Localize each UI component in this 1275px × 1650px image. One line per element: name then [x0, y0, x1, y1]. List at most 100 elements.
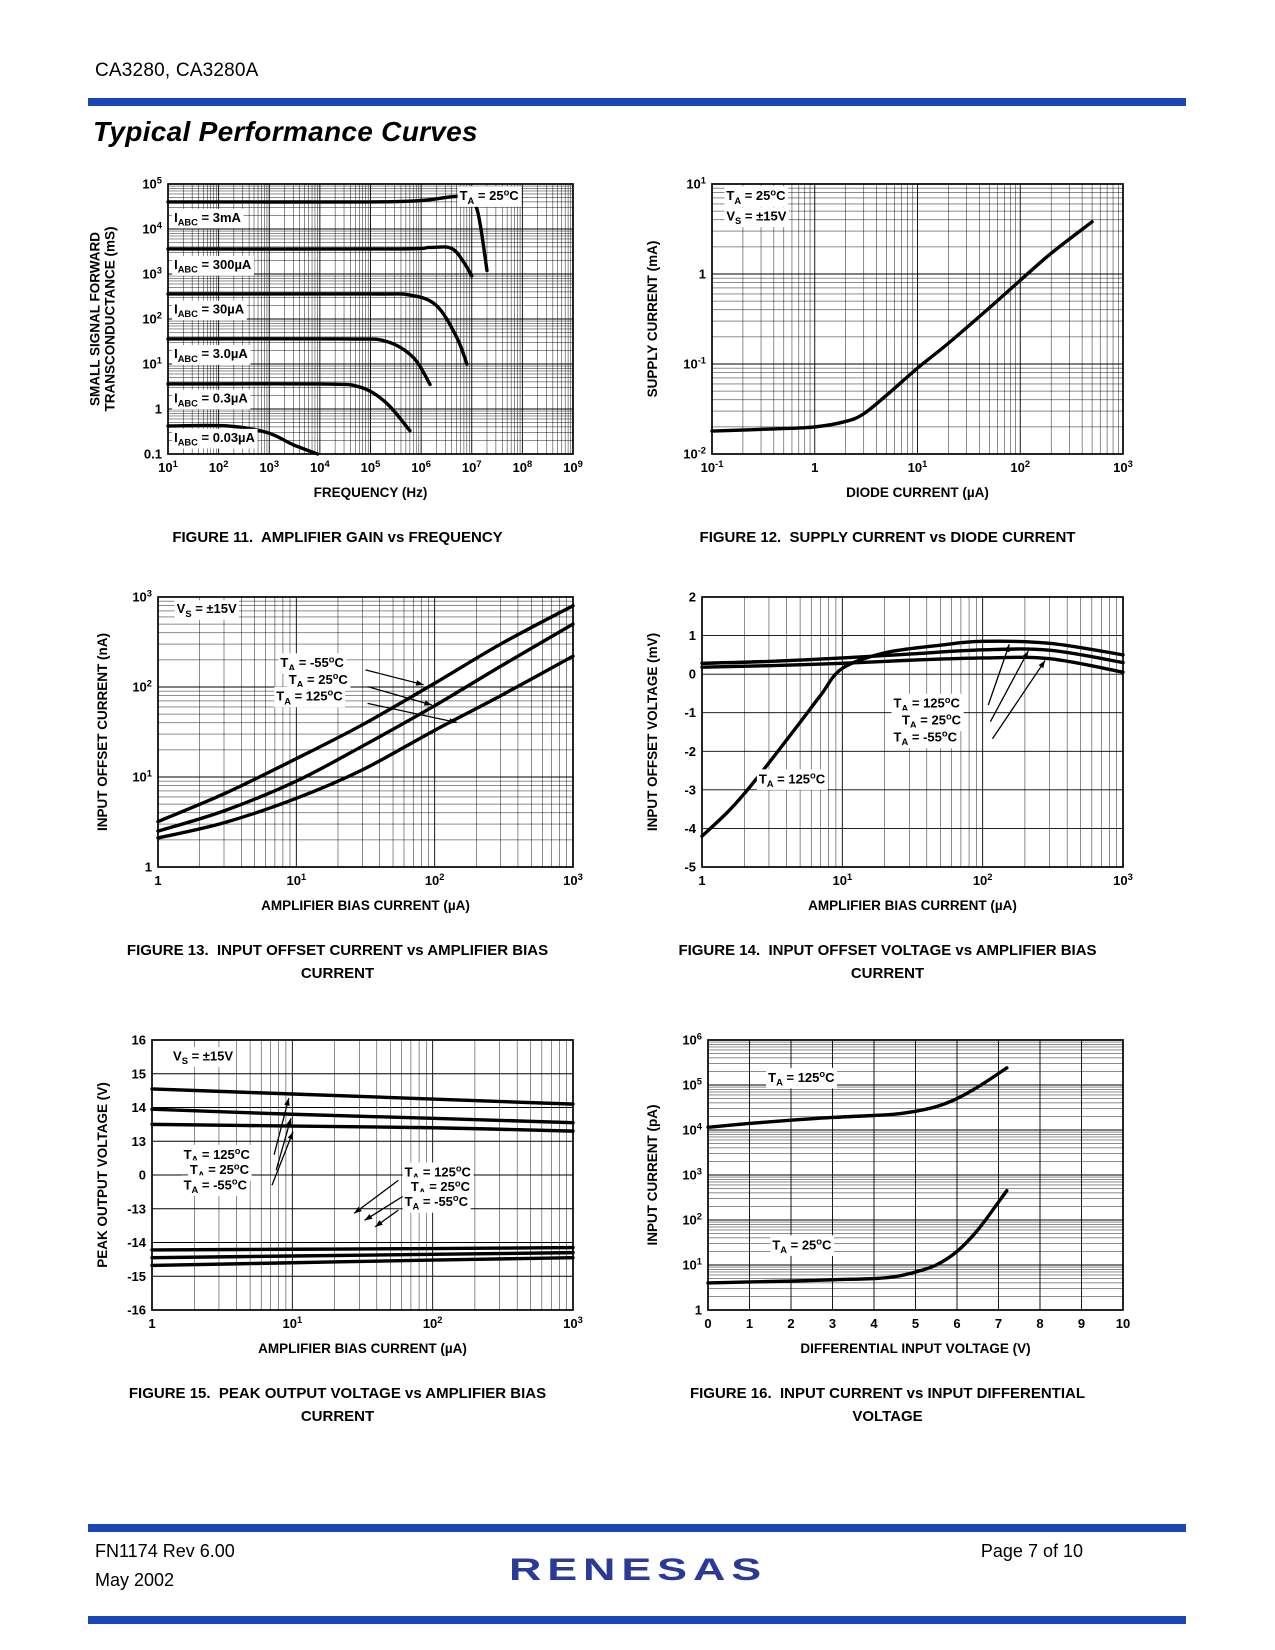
figure-12-caption: FIGURE 12. SUPPLY CURRENT vs DIODE CURRE… — [699, 529, 1076, 546]
svg-text:106: 106 — [411, 459, 431, 475]
svg-text:8: 8 — [1036, 1316, 1043, 1331]
svg-text:10-1: 10-1 — [683, 356, 706, 372]
figure-16-caption: FIGURE 16. INPUT CURRENT vs INPUT DIFFER… — [689, 1385, 1086, 1426]
svg-text:VS = ±15V: VS = ±15V — [173, 1048, 233, 1066]
figure-13: 1 101 102 103 103 102 101 1 AMPLIFIER BIAS CURRE… — [90, 585, 585, 986]
figure-11-plot: 101 102 103 104 105 106 107 108 109 105 104 103 102 1… — [90, 176, 583, 500]
svg-text:IABC = 3mA: IABC = 3mA — [174, 210, 241, 228]
figure-13-plot: 1 101 102 103 103 102 101 1 AMPLIFIER BIAS CURRE… — [95, 589, 583, 913]
doc-date: May 2002 — [95, 1570, 175, 1590]
svg-text:101: 101 — [132, 769, 152, 785]
svg-text:DIODE CURRENT (µA): DIODE CURRENT (µA) — [846, 485, 989, 500]
svg-text:AMPLIFIER BIAS CURRENT (µA): AMPLIFIER BIAS CURRENT (µA) — [261, 898, 470, 913]
svg-text:1: 1 — [699, 267, 706, 282]
svg-text:1: 1 — [695, 1303, 702, 1318]
svg-text:105: 105 — [142, 176, 162, 192]
figure-14-plot: 1 101 102 103 2 1 0 -1 -2 -3 -4 -5 AMPLIFIER BIAS CU… — [645, 590, 1133, 914]
svg-text:TA = 125oC: TA = 125oC — [405, 1163, 472, 1182]
header-rule — [88, 98, 1186, 106]
figure-14: 1 101 102 103 2 1 0 -1 -2 -3 -4 -5 AMPLIFIER BIAS CU… — [640, 585, 1135, 986]
svg-text:-4: -4 — [684, 821, 696, 836]
svg-text:4: 4 — [870, 1316, 878, 1331]
figure-15-plot: 1 101 102 103 16 15 14 13 0 -13 -14 -15 -16 AMPLIFIER… — [95, 1033, 583, 1357]
figure-15: 1 101 102 103 16 15 14 13 0 -13 -14 -15 -16 AMPLIFIER… — [90, 1028, 585, 1429]
svg-text:IABC = 3.0µA: IABC = 3.0µA — [174, 346, 248, 364]
page-number: Page 7 of 10 — [980, 1541, 1083, 1561]
doc-part-number: CA3280, CA3280A — [95, 60, 259, 81]
svg-text:2: 2 — [689, 590, 696, 605]
svg-text:IABC = 300µA: IABC = 300µA — [174, 257, 252, 275]
svg-text:104: 104 — [682, 1122, 702, 1138]
svg-text:TA = 125oC: TA = 125oC — [184, 1146, 251, 1165]
svg-text:103: 103 — [682, 1167, 702, 1183]
svg-text:1: 1 — [698, 873, 705, 888]
svg-text:TA = -55oC: TA = -55oC — [280, 654, 344, 673]
svg-text:-5: -5 — [684, 860, 696, 875]
svg-text:1: 1 — [154, 873, 161, 888]
svg-text:103: 103 — [563, 1315, 583, 1331]
svg-text:TA = -55oC: TA = -55oC — [894, 729, 958, 748]
svg-text:SUPPLY CURRENT (mA): SUPPLY CURRENT (mA) — [645, 241, 660, 398]
svg-text:102: 102 — [425, 872, 445, 888]
svg-text:10: 10 — [1116, 1316, 1130, 1331]
svg-text:-14: -14 — [127, 1235, 147, 1250]
figure-16: 0 1 2 3 4 5 6 7 8 9 10 106 105 104 103 102 101 1 DIFFERENT… — [640, 1028, 1135, 1429]
svg-text:1: 1 — [746, 1316, 753, 1331]
svg-text:10-2: 10-2 — [683, 446, 706, 462]
svg-text:103: 103 — [1113, 459, 1133, 475]
figure-11: 101 102 103 104 105 106 107 108 109 105 104 103 102 1… — [90, 172, 585, 549]
svg-text:IABC = 0.03µA: IABC = 0.03µA — [174, 430, 255, 448]
svg-text:16: 16 — [132, 1033, 146, 1048]
svg-text:104: 104 — [310, 459, 330, 475]
svg-text:109: 109 — [563, 459, 583, 475]
svg-text:10-1: 10-1 — [701, 459, 724, 475]
svg-text:102: 102 — [682, 1212, 702, 1228]
svg-text:TA = 125oC: TA = 125oC — [276, 688, 343, 707]
figure-12: 10-1 1 101 102 103 101 1 10-1 10-2 DIODE CURRENT … — [640, 172, 1135, 549]
svg-text:102: 102 — [209, 459, 229, 475]
figure-13-caption: FIGURE 13. INPUT OFFSET CURRENT vs AMPLI… — [126, 942, 549, 983]
svg-text:TA = -55oC: TA = -55oC — [405, 1193, 469, 1212]
svg-text:101: 101 — [832, 872, 852, 888]
svg-text:101: 101 — [908, 459, 928, 475]
svg-text:102: 102 — [132, 679, 152, 695]
svg-text:101: 101 — [286, 872, 306, 888]
svg-text:1: 1 — [145, 860, 152, 875]
svg-text:103: 103 — [142, 266, 162, 282]
svg-text:TA = 25oC: TA = 25oC — [772, 1236, 832, 1255]
svg-text:SMALL SIGNAL FORWARDTRANSCONDU: SMALL SIGNAL FORWARDTRANSCONDUCTANCE (mS… — [90, 227, 118, 412]
svg-text:108: 108 — [513, 459, 533, 475]
svg-text:105: 105 — [361, 459, 381, 475]
svg-text:INPUT CURRENT (pA): INPUT CURRENT (pA) — [645, 1105, 660, 1246]
svg-text:106: 106 — [682, 1032, 702, 1048]
svg-text:102: 102 — [142, 311, 162, 327]
figure-11-caption: FIGURE 11. AMPLIFIER GAIN vs FREQUENCY — [172, 529, 503, 546]
svg-text:103: 103 — [563, 872, 583, 888]
svg-text:101: 101 — [282, 1315, 302, 1331]
svg-text:TA = 125oC: TA = 125oC — [894, 695, 961, 714]
svg-text:INPUT OFFSET CURRENT (nA): INPUT OFFSET CURRENT (nA) — [95, 633, 110, 831]
svg-text:102: 102 — [423, 1315, 443, 1331]
svg-text:15: 15 — [132, 1066, 146, 1081]
svg-text:TA = 25oC: TA = 25oC — [190, 1161, 250, 1180]
svg-text:-15: -15 — [127, 1269, 146, 1284]
svg-text:TA = 25oC: TA = 25oC — [460, 187, 520, 206]
svg-text:IABC = 0.3µA: IABC = 0.3µA — [174, 391, 248, 409]
svg-text:101: 101 — [686, 176, 706, 192]
svg-text:107: 107 — [462, 459, 482, 475]
svg-text:6: 6 — [953, 1316, 960, 1331]
svg-text:-2: -2 — [684, 744, 696, 759]
svg-text:103: 103 — [1113, 872, 1133, 888]
svg-text:0: 0 — [139, 1168, 146, 1183]
svg-text:AMPLIFIER BIAS CURRENT (µA): AMPLIFIER BIAS CURRENT (µA) — [808, 898, 1017, 913]
svg-text:9: 9 — [1078, 1316, 1085, 1331]
svg-text:IABC = 30µA: IABC = 30µA — [174, 302, 245, 320]
svg-text:13: 13 — [132, 1134, 146, 1149]
svg-text:TA = 25oC: TA = 25oC — [289, 671, 349, 690]
svg-text:0: 0 — [704, 1316, 711, 1331]
svg-text:PEAK OUTPUT VOLTAGE (V): PEAK OUTPUT VOLTAGE (V) — [95, 1082, 110, 1268]
svg-text:14: 14 — [132, 1100, 147, 1115]
svg-text:0.1: 0.1 — [144, 447, 162, 462]
